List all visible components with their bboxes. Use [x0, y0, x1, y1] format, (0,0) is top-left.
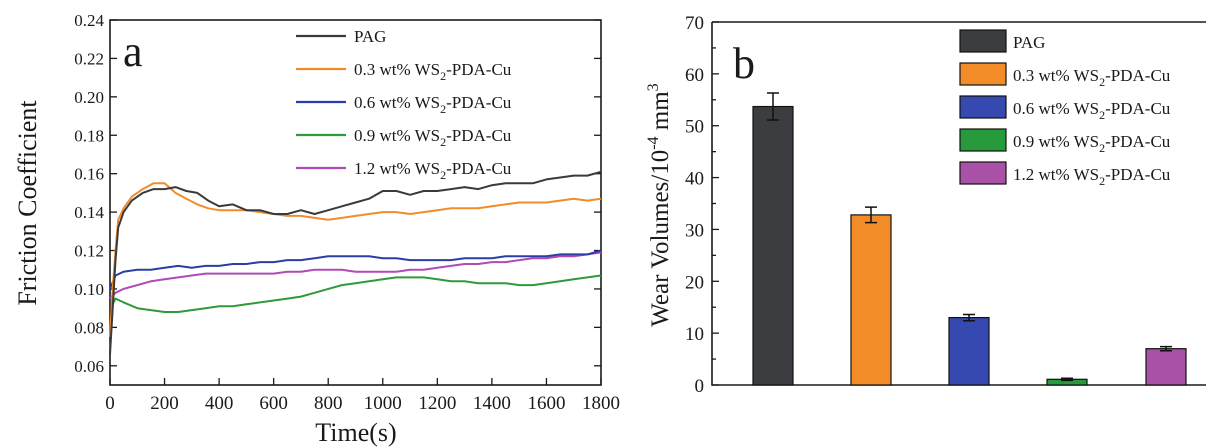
wear-bar: [948, 316, 990, 386]
friction-series-line: [109, 274, 602, 328]
y-tick-label: 20: [685, 272, 704, 293]
y-tick-label: 50: [685, 117, 704, 138]
legend-entry: 1.2 wt% WS2-PDA-Cu: [354, 159, 512, 182]
panel-b-y-axis-label: Wear Volumes/10-4 mm3: [645, 83, 674, 326]
y-tick-label: 70: [685, 13, 704, 34]
legend-swatch: [959, 161, 1007, 185]
x-tick-label: 1200: [418, 393, 456, 414]
x-tick-label: 800: [314, 393, 343, 414]
y-tick-label: 0.24: [74, 11, 104, 30]
error-bar: [767, 92, 779, 121]
panel-a-friction-chart: a Time(s) Friction Coefficient 0.06 0.08 0…: [13, 11, 620, 447]
x-tick-label: 1400: [473, 393, 511, 414]
panel-b-label: b: [733, 39, 755, 88]
friction-series-line: [109, 251, 602, 300]
legend-entry: 1.2 wt% WS2-PDA-Cu: [1013, 165, 1171, 188]
x-tick-label: 600: [259, 393, 288, 414]
y-tick-label: 0.16: [74, 165, 104, 184]
y-tick-label: 30: [685, 220, 704, 241]
legend-entry: 0.3 wt% WS2-PDA-Cu: [354, 60, 512, 83]
y-tick-label: 0.10: [74, 280, 104, 299]
y-tick-label: 40: [685, 169, 704, 190]
error-bar: [1160, 345, 1172, 352]
y-tick-label: 10: [685, 324, 704, 345]
friction-series-line: [109, 170, 602, 355]
friction-series-line: [109, 182, 602, 338]
error-bar: [865, 206, 877, 224]
y-tick-label: 0.18: [74, 126, 104, 145]
legend-entry: 0.9 wt% WS2-PDA-Cu: [1013, 132, 1171, 155]
x-tick-label: 200: [150, 393, 179, 414]
legend-swatch: [959, 62, 1007, 86]
legend-swatch: [959, 128, 1007, 152]
y-tick-label: 0.12: [74, 242, 104, 261]
legend-entry: PAG: [354, 27, 386, 46]
y-tick-label: 0.06: [74, 357, 104, 376]
error-bar: [1061, 377, 1073, 382]
y-tick-label: 0.14: [74, 203, 104, 222]
legend-swatch: [959, 29, 1007, 53]
error-bar: [963, 313, 975, 322]
y-tick-label: 0.22: [74, 49, 104, 68]
y-tick-label: 0.20: [74, 88, 104, 107]
panel-b-wear-chart: b Wear Volumes/10-4 mm3 010203040506070 …: [645, 13, 1206, 397]
wear-bar: [850, 214, 892, 386]
x-tick-label: 1600: [527, 393, 565, 414]
x-tick-label: 1800: [582, 393, 620, 414]
legend-entry: 0.9 wt% WS2-PDA-Cu: [354, 126, 512, 149]
y-tick-label: 0.08: [74, 318, 104, 337]
x-tick-label: 0: [105, 393, 115, 414]
legend-entry: PAG: [1013, 33, 1045, 52]
panel-a-label: a: [123, 27, 143, 76]
panel-a-y-axis-label: Friction Coefficient: [13, 100, 42, 306]
panel-a-plot-frame: [109, 19, 602, 386]
legend-entry: 0.6 wt% WS2-PDA-Cu: [354, 93, 512, 116]
panel-a-x-axis-label: Time(s): [315, 418, 396, 447]
friction-series-line: [109, 249, 602, 290]
legend-swatch: [959, 95, 1007, 119]
legend-entry: 0.3 wt% WS2-PDA-Cu: [1013, 66, 1171, 89]
legend-entry: 0.6 wt% WS2-PDA-Cu: [1013, 99, 1171, 122]
wear-bar: [1145, 348, 1187, 386]
x-tick-label: 1000: [364, 393, 402, 414]
x-tick-label: 400: [205, 393, 234, 414]
wear-bar: [752, 105, 794, 386]
y-tick-label: 60: [685, 65, 704, 86]
y-tick-label: 0: [695, 376, 705, 397]
